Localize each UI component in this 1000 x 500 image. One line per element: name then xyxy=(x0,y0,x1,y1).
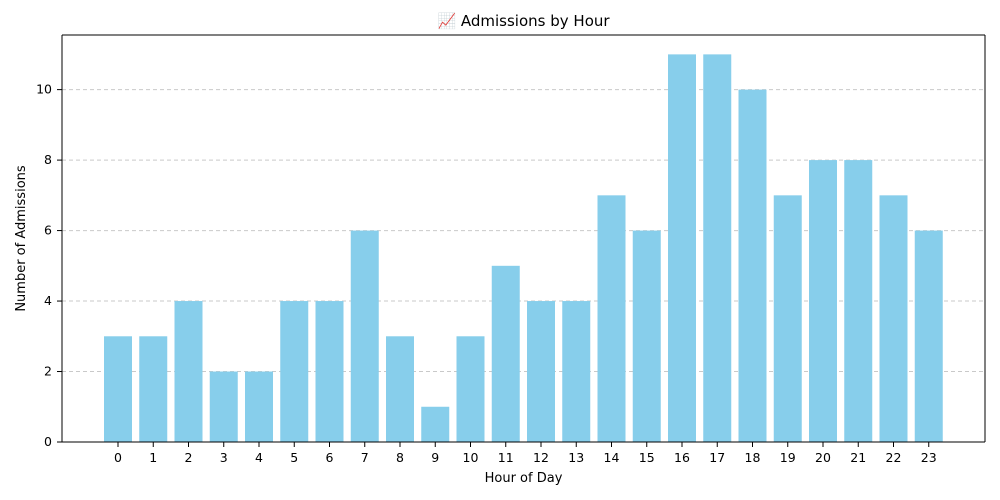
y-tick-label-10: 10 xyxy=(36,82,52,97)
chart-title: 📈 Admissions by Hour xyxy=(437,12,610,30)
bar-hour-20 xyxy=(809,160,837,442)
x-tick-label-7: 7 xyxy=(361,450,369,465)
x-tick-label-14: 14 xyxy=(604,450,620,465)
bar-hour-1 xyxy=(139,336,168,442)
bar-hour-18 xyxy=(738,89,767,442)
bar-hour-5 xyxy=(280,301,309,442)
bar-hour-15 xyxy=(632,230,661,442)
bar-hour-7 xyxy=(350,230,379,442)
x-tick-label-3: 3 xyxy=(220,450,228,465)
y-tick-label-8: 8 xyxy=(44,152,52,167)
y-axis-label: Number of Admissions xyxy=(14,165,29,312)
y-tick-label-6: 6 xyxy=(44,223,52,238)
bar-hour-4 xyxy=(245,371,273,442)
bars-layer xyxy=(104,54,943,442)
x-tick-label-6: 6 xyxy=(326,450,334,465)
x-tick-label-5: 5 xyxy=(290,450,298,465)
y-tick-label-2: 2 xyxy=(44,364,52,379)
bar-hour-13 xyxy=(562,301,591,442)
y-tick-label-4: 4 xyxy=(44,293,52,308)
x-axis-label: Hour of Day xyxy=(485,471,563,486)
x-tick-label-10: 10 xyxy=(463,450,479,465)
x-tick-label-8: 8 xyxy=(396,450,404,465)
bar-hour-19 xyxy=(773,195,802,442)
bar-hour-16 xyxy=(668,54,696,442)
x-tick-label-23: 23 xyxy=(921,450,937,465)
bar-hour-10 xyxy=(456,336,485,442)
x-tick-label-16: 16 xyxy=(674,450,690,465)
bar-hour-0 xyxy=(104,336,132,442)
x-tick-label-13: 13 xyxy=(568,450,584,465)
x-tick-label-20: 20 xyxy=(815,450,831,465)
bar-hour-17 xyxy=(703,54,732,442)
x-tick-label-2: 2 xyxy=(185,450,193,465)
x-tick-label-0: 0 xyxy=(114,450,122,465)
bar-hour-3 xyxy=(209,371,238,442)
bar-hour-11 xyxy=(491,265,520,442)
bar-hour-21 xyxy=(844,160,873,442)
x-tick-label-4: 4 xyxy=(255,450,263,465)
bar-hour-6 xyxy=(315,301,344,442)
axes-layer xyxy=(61,34,986,443)
x-tick-label-1: 1 xyxy=(149,450,157,465)
ticks-layer: 0 1 2 3 4 5 6 7 8 9 10 11 12 13 14 15 16 17 18 19 20 21 22 2302… xyxy=(36,82,937,465)
x-tick-label-21: 21 xyxy=(850,450,866,465)
bar-hour-22 xyxy=(879,195,908,442)
bar-hour-2 xyxy=(174,301,203,442)
x-tick-label-12: 12 xyxy=(533,450,549,465)
x-tick-label-11: 11 xyxy=(498,450,514,465)
bar-hour-9 xyxy=(421,406,450,442)
bar-hour-23 xyxy=(914,230,943,442)
bar-hour-14 xyxy=(597,195,626,442)
bar-hour-8 xyxy=(386,336,414,442)
bar-hour-12 xyxy=(527,301,555,442)
x-tick-label-17: 17 xyxy=(709,450,725,465)
x-tick-label-22: 22 xyxy=(886,450,902,465)
x-tick-label-18: 18 xyxy=(745,450,761,465)
x-tick-label-19: 19 xyxy=(780,450,796,465)
x-tick-label-9: 9 xyxy=(431,450,439,465)
x-tick-label-15: 15 xyxy=(639,450,655,465)
y-tick-label-0: 0 xyxy=(44,434,52,449)
